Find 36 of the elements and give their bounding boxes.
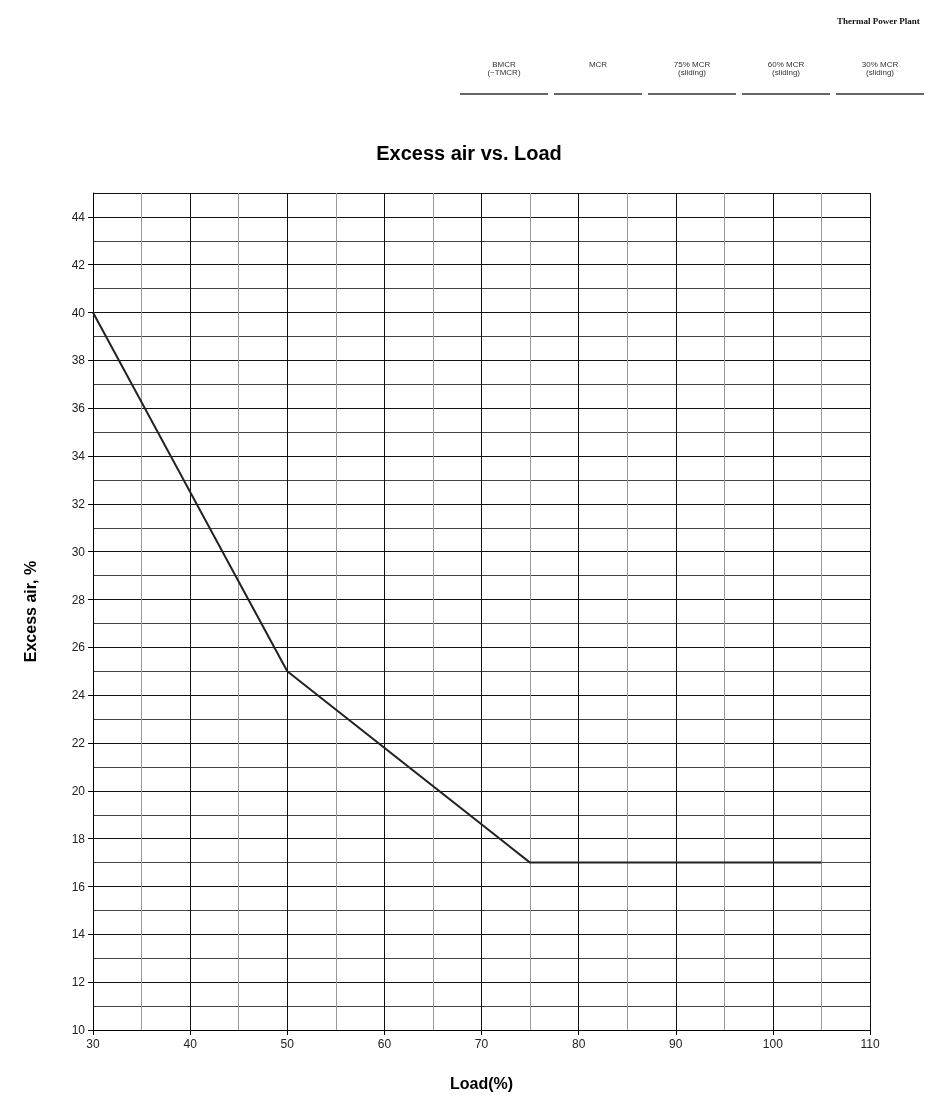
y-tick-label: 10 bbox=[71, 1023, 86, 1037]
x-tick-label: 50 bbox=[280, 1037, 295, 1051]
y-tick-label: 28 bbox=[71, 592, 86, 607]
x-tick-label: 60 bbox=[377, 1037, 392, 1051]
y-tick-label: 34 bbox=[71, 449, 86, 464]
y-tick-label: 24 bbox=[71, 688, 86, 703]
text: 30% MCR (sliding) bbox=[861, 59, 899, 77]
y-tick-label: 44 bbox=[71, 209, 86, 224]
y-tick-label: 38 bbox=[71, 353, 86, 368]
y-tick-label: 18 bbox=[71, 831, 86, 846]
y-tick-label: 40 bbox=[71, 305, 86, 320]
y-tick-label: 26 bbox=[71, 640, 86, 655]
y-axis-title: Excess air, % bbox=[21, 560, 39, 663]
text: 75% MCR (sliding) bbox=[673, 59, 711, 77]
text: MCR bbox=[588, 59, 608, 69]
y-tick-label: 30 bbox=[71, 544, 86, 559]
y-tick-label: 32 bbox=[71, 496, 86, 511]
y-tick-label: 20 bbox=[71, 783, 86, 798]
y-tick-label: 16 bbox=[71, 879, 86, 894]
text: 60% MCR (sliding) bbox=[767, 59, 805, 77]
x-tick-label: 30 bbox=[86, 1037, 100, 1051]
x-tick-label: 110 bbox=[860, 1037, 880, 1051]
x-tick-label: 40 bbox=[183, 1037, 198, 1051]
text: Thermal Power Plant bbox=[837, 15, 920, 26]
x-axis-title: Load(%) bbox=[449, 1074, 514, 1092]
chart-title: Excess air vs. Load bbox=[376, 142, 562, 164]
x-tick-label: 80 bbox=[571, 1037, 586, 1051]
x-tick-label: 70 bbox=[474, 1037, 489, 1051]
y-tick-label: 42 bbox=[71, 257, 86, 272]
x-tick-label: 100 bbox=[762, 1037, 784, 1051]
y-tick-label: 12 bbox=[71, 975, 86, 990]
y-tick-label: 36 bbox=[71, 401, 86, 416]
text: BMCR (~TMCR) bbox=[487, 59, 521, 77]
y-tick-label: 22 bbox=[71, 736, 86, 751]
x-tick-label: 90 bbox=[669, 1037, 683, 1051]
y-tick-label: 14 bbox=[71, 927, 86, 942]
